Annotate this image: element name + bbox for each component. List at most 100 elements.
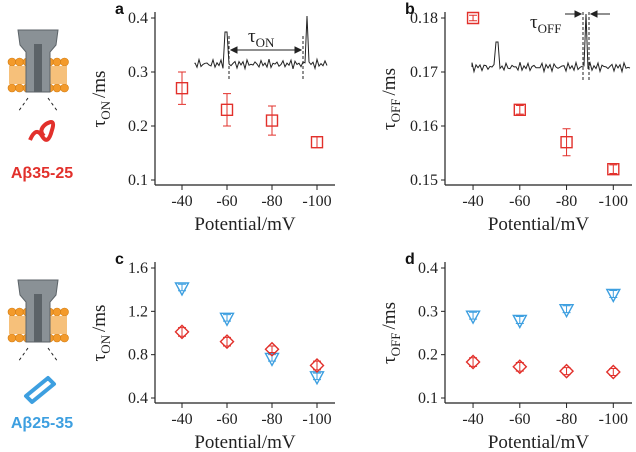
lipid-head — [7, 83, 17, 93]
y-label-unit: /ms — [89, 71, 110, 98]
lipid-head — [52, 333, 62, 343]
marker — [512, 359, 528, 375]
y-tick-label: 0.3 — [418, 303, 438, 320]
lipid-head — [52, 83, 62, 93]
arrow — [229, 46, 303, 54]
marker — [264, 341, 280, 357]
marker — [309, 358, 325, 373]
lipid-head — [15, 307, 24, 317]
marker — [605, 364, 621, 380]
y-label-symbol: τ — [89, 119, 110, 127]
annotation: τOFF — [530, 12, 562, 36]
x-tick-label: -80 — [556, 411, 577, 428]
panel-letter: c — [115, 251, 124, 268]
y-tick-label: 0.16 — [410, 118, 438, 135]
x-axis-label: Potential/mV — [488, 214, 590, 235]
x-tick-label: -40 — [462, 411, 483, 428]
y-label-symbol: τ — [379, 122, 400, 130]
marker — [560, 136, 573, 149]
error-bar — [515, 104, 524, 115]
y-tick-label: 0.15 — [410, 172, 438, 189]
error-bar — [562, 128, 571, 157]
annotation-symbol: τ — [248, 26, 256, 47]
x-tick-label: -60 — [509, 411, 530, 428]
y-label-subscript: ON — [98, 334, 113, 353]
y-tick-label: 1.6 — [128, 260, 148, 277]
lipid-head — [15, 57, 24, 67]
x-tick-label: -40 — [171, 411, 192, 428]
error-bar — [562, 367, 571, 376]
marker — [466, 11, 480, 25]
marker — [607, 163, 620, 176]
marker — [465, 310, 481, 325]
y-axis-label: τON/ms — [89, 71, 113, 128]
error-bar — [313, 136, 321, 149]
marker — [558, 303, 575, 319]
current-trace — [194, 15, 328, 71]
panel: d 0.1 0.2 0.3 0.4 -40 -60 -80 -100 Potential/mV τO… — [379, 251, 632, 452]
x-tick-label: -60 — [509, 193, 530, 210]
y-label-unit: /ms — [379, 68, 400, 95]
y-tick-label: 0.4 — [418, 260, 438, 277]
marker — [174, 282, 190, 297]
marker — [605, 288, 621, 303]
pore-channel — [34, 294, 42, 342]
lipid-head — [52, 307, 62, 317]
current-trace — [471, 13, 631, 74]
pore-channel — [34, 44, 42, 92]
lipid-head — [60, 307, 69, 317]
y-tick-label: 0.1 — [418, 390, 438, 407]
peptide — [24, 376, 56, 404]
y-axis-label: τOFF/ms — [379, 68, 403, 130]
lipid-head — [7, 333, 17, 343]
marker — [465, 354, 481, 370]
y-tick-label: 1.2 — [128, 303, 148, 320]
marker — [219, 312, 235, 327]
x-tick-label: -40 — [171, 193, 192, 210]
annotation-subscript: OFF — [538, 21, 562, 36]
lipid-head — [7, 307, 17, 317]
marker — [265, 114, 279, 127]
y-label-subscript: OFF — [388, 332, 403, 356]
panel-letter: d — [405, 251, 415, 268]
y-label-subscript: ON — [98, 100, 113, 119]
x-tick-label: -80 — [261, 411, 282, 428]
dashed-line — [17, 97, 59, 113]
x-axis-label: Potential/mV — [194, 432, 296, 452]
y-axis-label: τON/ms — [89, 305, 113, 362]
marker — [175, 82, 189, 95]
marker — [559, 363, 575, 379]
panel-letter: b — [405, 1, 415, 18]
marker — [174, 324, 190, 340]
panel: c 0.4 0.8 1.2 1.6 -40 -60 -80 -100 Potential/mV τO… — [89, 251, 335, 452]
marker — [264, 352, 280, 367]
y-tick-label: 0.17 — [410, 64, 438, 81]
error-bar — [268, 345, 276, 353]
x-tick-label: -80 — [556, 193, 577, 210]
y-tick-label: 0.1 — [128, 172, 148, 189]
y-tick-label: 0.4 — [128, 390, 148, 407]
x-tick-label: -100 — [599, 411, 628, 428]
y-tick-label: 0.4 — [128, 10, 148, 27]
y-tick-label: 0.2 — [128, 118, 148, 135]
illustration — [7, 29, 69, 142]
y-tick-label: 0.8 — [128, 347, 148, 364]
y-tick-label: 0.18 — [410, 10, 438, 27]
illustration-label: Aβ25-35 — [11, 415, 73, 432]
y-label-unit: /ms — [89, 305, 110, 332]
x-axis-label: Potential/mV — [488, 432, 590, 452]
x-tick-label: -60 — [216, 193, 237, 210]
x-axis-label: Potential/mV — [194, 214, 296, 235]
lipid-head — [7, 57, 17, 67]
annotation-symbol: τ — [530, 12, 538, 33]
y-label-unit: /ms — [379, 302, 400, 329]
lipid-head — [60, 83, 69, 93]
lipid-head — [60, 57, 69, 67]
panel: a0.10.20.30.4-40 -60 -80 -100Potential/mVτO… — [89, 1, 335, 235]
x-tick-label: -100 — [302, 193, 331, 210]
panel: b 0.15 0.16 0.17 0.18 -40 -60 -80 -100 Potential/… — [379, 1, 632, 235]
illustration-label: Aβ35-25 — [11, 165, 73, 182]
y-label-symbol: τ — [89, 353, 110, 361]
error-bar — [609, 164, 618, 175]
lipid-head — [15, 83, 24, 93]
